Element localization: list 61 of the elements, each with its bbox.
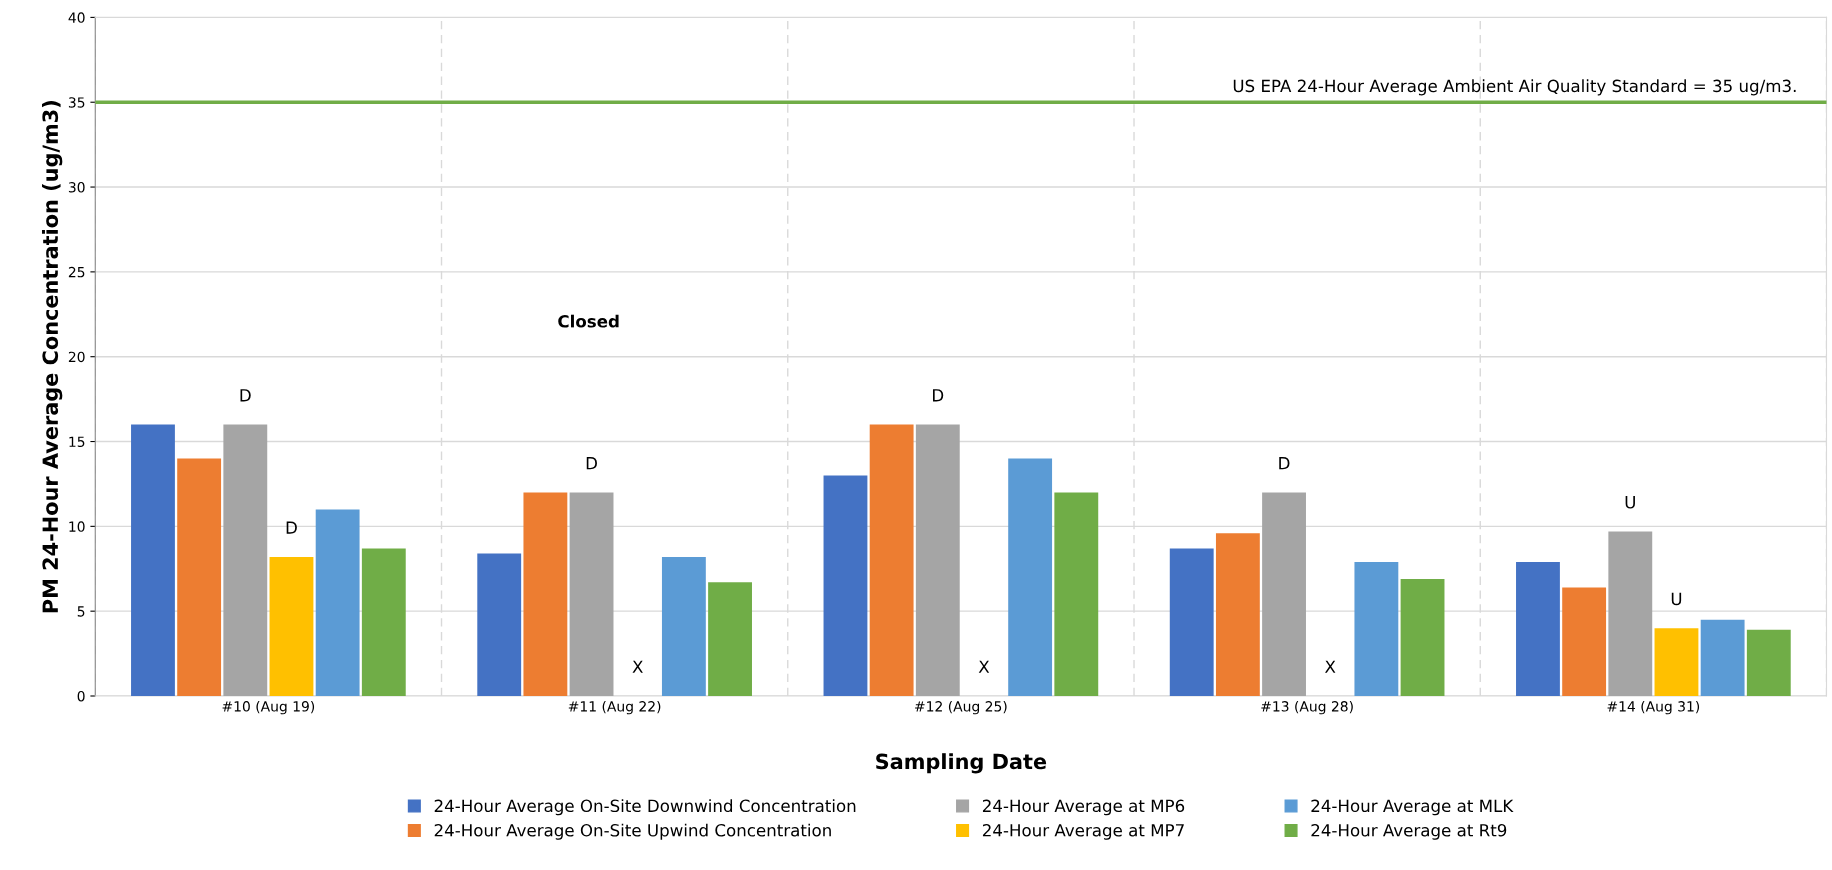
annotation: D: [240, 389, 251, 402]
x-axis-title: Sampling Date: [876, 753, 1047, 774]
bar: [1700, 619, 1745, 696]
legend-label: 24-Hour Average at MP6: [982, 799, 1185, 816]
bar: [1054, 492, 1099, 696]
x-tick-label: #13 (Aug 28): [1261, 700, 1353, 715]
bar: [1354, 561, 1399, 696]
bar: [1608, 531, 1653, 696]
ref-line-label: US EPA 24-Hour Average Ambient Air Quality Standard = 35 ug/m3.: [1233, 79, 1796, 96]
bar: [1562, 587, 1607, 696]
y-tick-label: 35: [68, 97, 85, 108]
y-tick-label: 10: [69, 521, 85, 532]
y-tick-label: 15: [69, 436, 85, 447]
annotation: D: [586, 457, 597, 470]
bar: [1169, 548, 1214, 696]
bar: [869, 424, 914, 696]
bar: [177, 458, 222, 696]
annotation: Closed: [558, 314, 619, 328]
bar: [915, 424, 960, 696]
y-tick-label: 25: [68, 266, 85, 278]
x-tick-label: #10 (Aug 19): [222, 700, 315, 715]
annotation: D: [933, 389, 944, 402]
bar: [223, 424, 268, 696]
bar: [1516, 561, 1560, 696]
bar: [1215, 533, 1260, 696]
bar: [361, 548, 406, 696]
y-tick-label: 20: [68, 351, 85, 363]
annotation: U: [1671, 592, 1682, 606]
bar: [823, 475, 868, 696]
legend-label: 24-Hour Average On-Site Downwind Concentration: [434, 799, 856, 816]
bar: [569, 492, 614, 696]
bar: [1654, 628, 1699, 696]
y-axis-title: PM 24-Hour Average Concentration (ug/m3): [41, 101, 63, 613]
y-tick-label: 0: [77, 690, 85, 702]
legend-label: 24-Hour Average at MLK: [1311, 799, 1514, 816]
bar: [523, 492, 568, 696]
x-tick-label: #14 (Aug 31): [1607, 700, 1700, 715]
legend-label: 24-Hour Average at Rt9: [1311, 823, 1507, 840]
bar: [1746, 629, 1791, 696]
x-tick-label: #11 (Aug 22): [568, 700, 661, 715]
bar: [269, 556, 314, 696]
bar: [315, 509, 360, 696]
x-tick-label: #12 (Aug 25): [915, 700, 1007, 715]
annotation: X: [1325, 660, 1336, 673]
bar: [477, 553, 522, 696]
bar: [708, 582, 752, 696]
annotation: D: [1279, 457, 1290, 470]
y-tick-label: 30: [68, 182, 85, 193]
legend-label: 24-Hour Average On-Site Upwind Concentration: [434, 823, 831, 840]
bar: [1008, 458, 1053, 696]
bar: [661, 556, 706, 696]
annotation: X: [632, 660, 643, 673]
y-tick-label: 40: [68, 12, 85, 23]
y-tick-label: 5: [77, 606, 85, 617]
legend-label: 24-Hour Average at MP7: [982, 823, 1184, 840]
annotation: X: [978, 660, 990, 673]
annotation: D: [286, 521, 297, 534]
bar: [1262, 492, 1306, 696]
annotation: U: [1625, 496, 1635, 509]
bar: [1400, 578, 1445, 696]
bar: [131, 424, 175, 696]
